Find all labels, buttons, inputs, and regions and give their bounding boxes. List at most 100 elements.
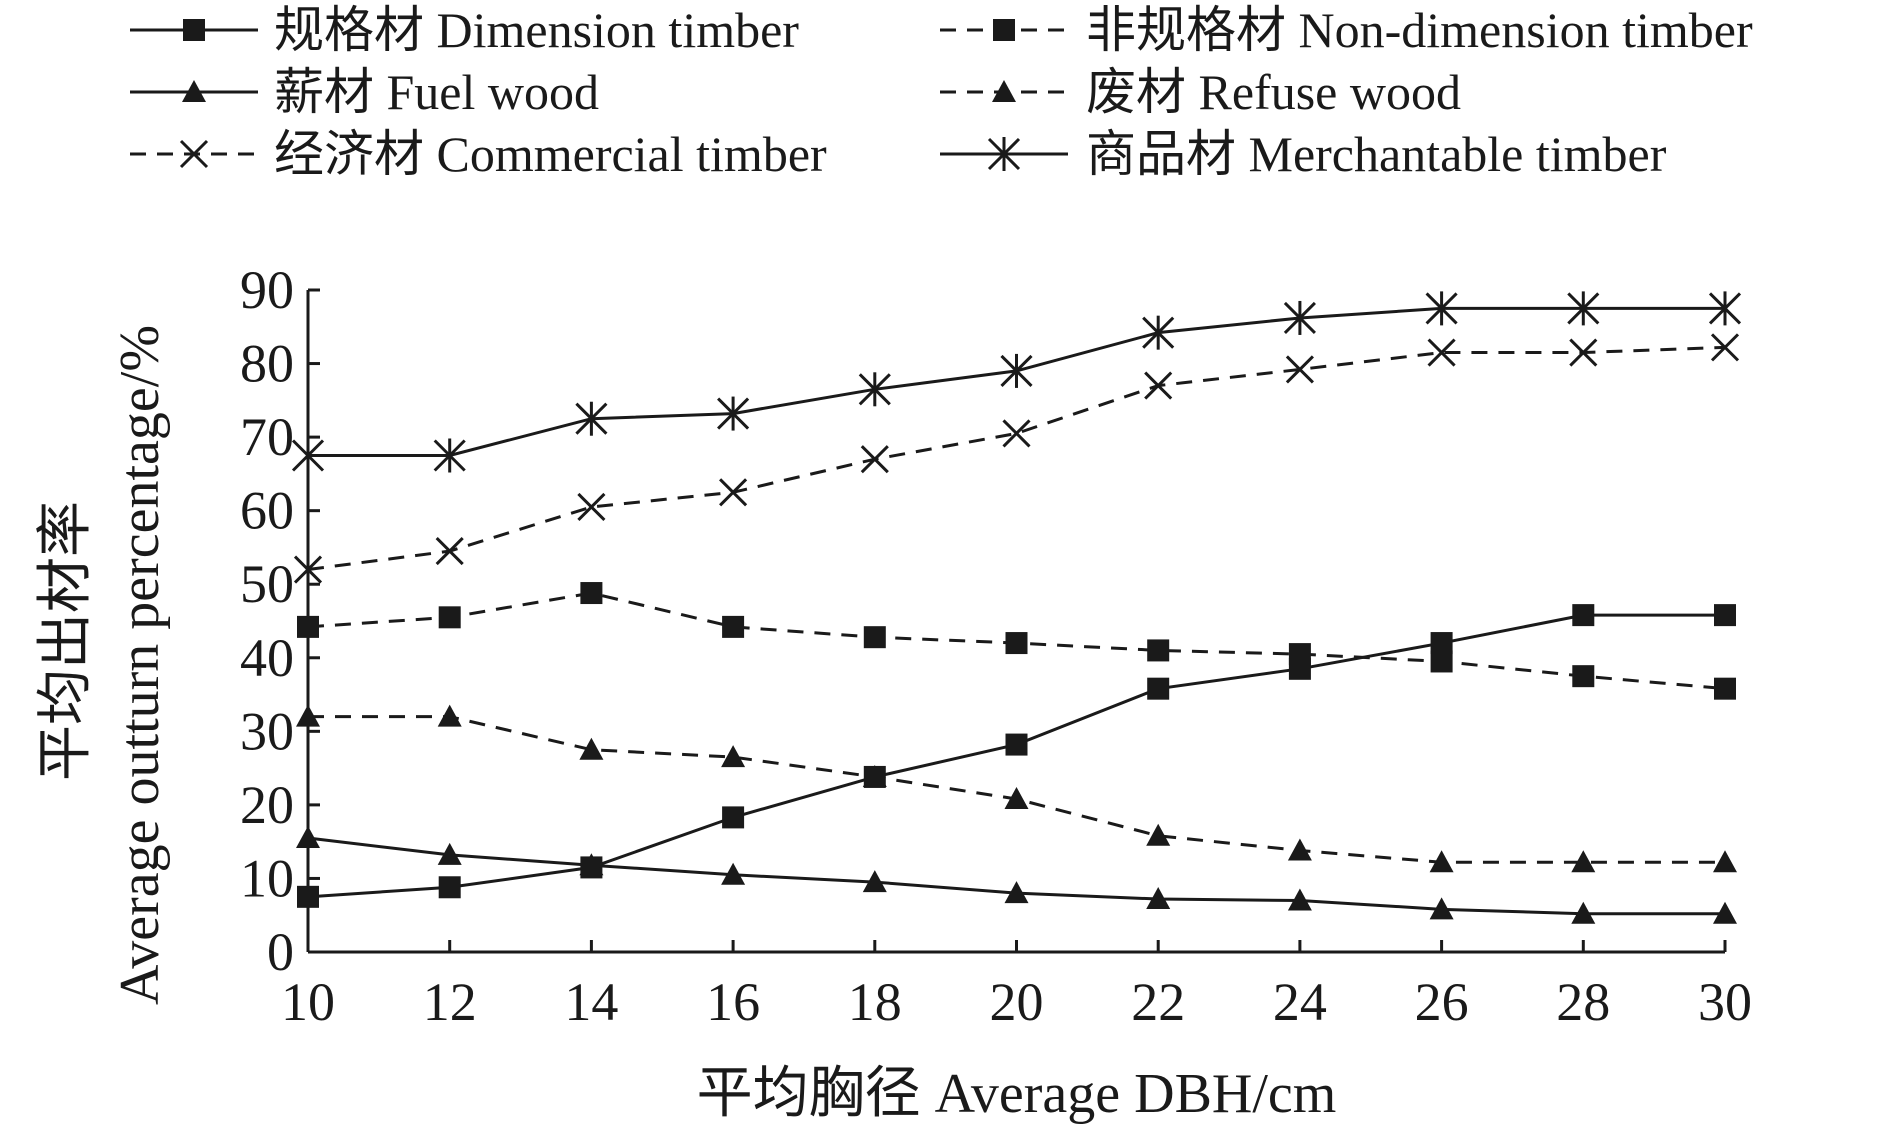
legend-label: 经济材 Commercial timber [274, 126, 827, 182]
data-point [1714, 604, 1736, 627]
data-point [721, 862, 746, 885]
data-point [1430, 650, 1453, 673]
legend-label: 薪材 Fuel wood [274, 64, 599, 120]
data-point [1714, 677, 1736, 700]
y-tick-label: 30 [240, 701, 294, 761]
y-tick-label: 90 [240, 260, 294, 320]
data-point [1146, 823, 1171, 846]
data-point [722, 806, 745, 829]
series-6 [291, 291, 1742, 473]
data-point [1427, 338, 1456, 367]
data-point [1287, 838, 1312, 861]
data-point [1567, 291, 1600, 326]
y-tick-label: 60 [240, 481, 294, 541]
data-point [862, 870, 887, 893]
data-point [1005, 733, 1028, 756]
legend-marker [182, 80, 206, 102]
data-point [1429, 850, 1454, 873]
data-point [1571, 850, 1596, 873]
data-point [858, 372, 891, 407]
y-tick-label: 10 [240, 848, 294, 908]
data-point [1425, 291, 1458, 326]
data-point [1572, 665, 1595, 688]
data-point [1571, 901, 1596, 924]
data-point [438, 606, 461, 629]
legend-marker [179, 139, 209, 169]
x-tick-label: 20 [990, 972, 1044, 1032]
x-axis-ticks: 10 12 14 16 18 20 22 24 26 28 30 [281, 940, 1752, 1032]
legend-marker [993, 19, 1015, 41]
series-line [307, 613, 1725, 899]
data-point [1002, 419, 1031, 448]
data-point [1285, 355, 1314, 384]
legend-label: 规格材 Dimension timber [274, 2, 799, 58]
axes [306, 290, 1725, 954]
data-point [579, 737, 604, 760]
data-point [1004, 881, 1029, 904]
series-2 [297, 582, 1736, 700]
data-point [437, 704, 462, 727]
data-point [722, 615, 745, 638]
data-point [1288, 643, 1311, 666]
legend: 规格材 Dimension timber 非规格材 Non-dimension t… [130, 2, 1753, 182]
data-point [1713, 850, 1737, 873]
data-point [1142, 315, 1175, 350]
data-point [1569, 338, 1598, 367]
x-tick-label: 22 [1131, 972, 1185, 1032]
y-axis-title-cn: 平均出材率 [35, 501, 97, 781]
legend-item: 商品材 Merchantable timber [940, 126, 1667, 182]
data-point [1708, 291, 1742, 326]
data-point [1147, 639, 1170, 662]
plot-series [291, 291, 1742, 924]
legend-label: 非规格材 Non-dimension timber [1086, 2, 1753, 58]
legend-marker [183, 19, 205, 41]
data-point [579, 853, 604, 876]
x-tick-label: 10 [281, 972, 335, 1032]
series-5 [293, 333, 1740, 584]
data-point [721, 745, 746, 768]
x-axis-title: 平均胸径 Average DBH/cm [697, 1063, 1337, 1125]
data-point [1430, 632, 1453, 655]
y-tick-label: 0 [267, 922, 294, 982]
x-tick-label: 24 [1273, 972, 1327, 1032]
data-point [296, 825, 320, 848]
data-point [1572, 604, 1595, 627]
series-4 [296, 704, 1737, 873]
legend-item: 经济材 Commercial timber [130, 126, 827, 182]
data-point [1146, 887, 1171, 910]
data-point [719, 478, 748, 507]
legend-item: 规格材 Dimension timber [130, 2, 799, 58]
y-axis-title-en: Average outturn percentage/% [109, 325, 171, 1005]
data-point [1004, 787, 1029, 810]
data-point [1005, 632, 1028, 655]
data-point [297, 885, 319, 908]
legend-label: 商品材 Merchantable timber [1086, 126, 1667, 182]
data-point [297, 615, 319, 638]
x-tick-label: 18 [848, 972, 902, 1032]
data-point [435, 537, 464, 566]
y-tick-label: 50 [240, 554, 294, 614]
data-point [1710, 333, 1740, 362]
data-point [580, 582, 603, 605]
y-tick-label: 20 [240, 775, 294, 835]
data-point [577, 492, 606, 522]
data-point [1000, 353, 1033, 388]
data-point [293, 555, 323, 584]
x-tick-label: 12 [423, 972, 477, 1032]
legend-item: 非规格材 Non-dimension timber [940, 2, 1753, 58]
data-point [1287, 888, 1312, 911]
data-point [862, 764, 887, 787]
x-tick-label: 28 [1556, 972, 1610, 1032]
data-point [296, 704, 320, 727]
series-3 [296, 825, 1737, 924]
legend-label: 废材 Refuse wood [1086, 64, 1461, 120]
y-axis-title: 平均出材率 Average outturn percentage/% [35, 325, 171, 1005]
data-point [860, 445, 889, 474]
legend-marker [992, 80, 1016, 102]
data-point [717, 396, 750, 431]
data-point [437, 842, 462, 865]
x-tick-label: 14 [564, 972, 618, 1032]
data-point [1144, 371, 1173, 400]
